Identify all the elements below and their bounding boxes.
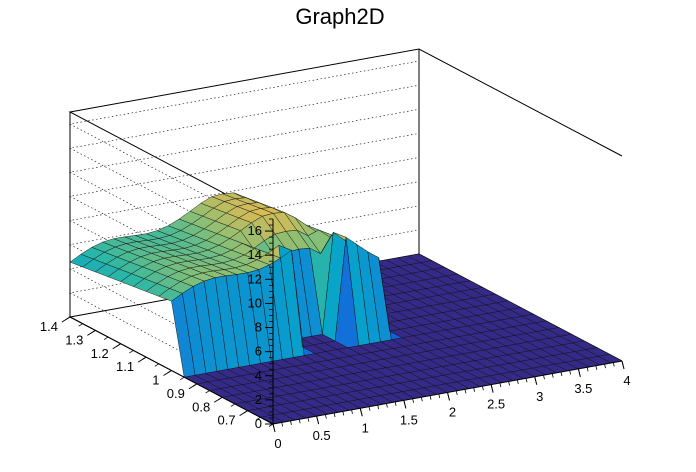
x-minor-tick bbox=[586, 367, 589, 372]
y-tick-label: 0.7 bbox=[218, 413, 236, 428]
x-minor-tick bbox=[560, 371, 563, 377]
y-minor-tick bbox=[141, 356, 147, 360]
y-minor-tick bbox=[268, 423, 274, 427]
x-minor-tick bbox=[473, 387, 476, 392]
x-minor-tick bbox=[595, 365, 598, 370]
x-minor-tick bbox=[577, 368, 580, 373]
y-tick-label: 1.3 bbox=[65, 332, 83, 347]
x-minor-tick bbox=[455, 390, 458, 396]
x-minor-tick bbox=[359, 408, 362, 413]
y-axis: 0.7 0.8 0.9 1 1.1 1.2 1.3 1.4 bbox=[40, 316, 274, 428]
x-minor-tick bbox=[438, 393, 441, 399]
y-minor-tick bbox=[192, 383, 198, 387]
z-tick-label: 2 bbox=[255, 392, 262, 407]
y-minor-tick bbox=[65, 316, 71, 320]
x-minor-tick bbox=[551, 373, 554, 378]
y-tick-label: 0.9 bbox=[167, 386, 185, 401]
x-tick-label: 0.5 bbox=[313, 428, 331, 443]
x-minor-tick bbox=[447, 392, 449, 397]
y-minor-tick bbox=[230, 403, 236, 407]
x-minor-tick bbox=[621, 360, 624, 366]
x-minor-tick bbox=[316, 416, 319, 421]
x-tick-label: 4 bbox=[623, 373, 630, 388]
z-tick-label: 10 bbox=[248, 295, 262, 310]
x-minor-tick bbox=[604, 364, 606, 369]
x-tick-label: 0 bbox=[274, 436, 281, 451]
x-tick-label: 3.5 bbox=[574, 381, 592, 396]
surface-mesh bbox=[69, 192, 623, 425]
back-top-edge bbox=[68, 48, 623, 220]
z-tick-label: 16 bbox=[248, 223, 262, 238]
z-axis: 0 2 4 6 8 10 12 14 16 bbox=[248, 218, 274, 431]
y-minor-tick bbox=[78, 323, 83, 327]
x-minor-tick bbox=[368, 406, 371, 411]
y-minor-tick bbox=[91, 330, 96, 334]
x-axis: 0 0.5 1 1.5 2 2.5 3 3.5 4 bbox=[272, 360, 631, 451]
y-tick-label: 1.1 bbox=[116, 359, 134, 374]
x-minor-tick bbox=[386, 403, 388, 408]
z-tick-label: 12 bbox=[248, 271, 262, 286]
x-tick-label: 1.5 bbox=[400, 412, 418, 427]
y-minor-tick bbox=[154, 363, 160, 367]
x-minor-tick bbox=[534, 376, 537, 381]
x-minor-tick bbox=[412, 398, 414, 403]
x-minor-tick bbox=[420, 397, 423, 402]
x-minor-tick bbox=[351, 409, 353, 414]
y-minor-tick bbox=[218, 396, 223, 401]
x-minor-tick bbox=[516, 379, 519, 384]
y-tick-label: 1.2 bbox=[91, 346, 109, 361]
x-minor-tick bbox=[394, 401, 397, 407]
x-minor-tick bbox=[569, 370, 572, 375]
z-tick-label: 6 bbox=[255, 344, 262, 359]
z-tick-label: 0 bbox=[255, 416, 262, 431]
z-tick-label: 8 bbox=[255, 320, 262, 335]
y-minor-tick bbox=[243, 410, 248, 414]
x-minor-tick bbox=[307, 417, 310, 422]
x-minor-tick bbox=[543, 375, 545, 380]
x-tick-label: 3 bbox=[536, 389, 543, 404]
y-tick-label: 1.4 bbox=[40, 319, 58, 334]
x-minor-tick bbox=[342, 411, 345, 416]
x-minor-tick bbox=[525, 378, 528, 383]
y-minor-tick bbox=[129, 350, 134, 354]
x-minor-tick bbox=[490, 384, 493, 389]
x-minor-tick bbox=[429, 395, 432, 400]
y-minor-tick bbox=[179, 376, 185, 381]
z-gridline bbox=[69, 60, 420, 232]
x-minor-tick bbox=[324, 414, 327, 419]
z-tick-label: 14 bbox=[248, 247, 262, 262]
y-tick-label: 1 bbox=[152, 373, 159, 388]
x-minor-tick bbox=[508, 381, 510, 386]
y-minor-tick bbox=[205, 390, 210, 394]
chart-title: Graph2D bbox=[295, 4, 384, 29]
y-minor-tick bbox=[103, 336, 109, 340]
x-tick-label: 2 bbox=[449, 405, 456, 420]
x-minor-tick bbox=[298, 419, 301, 424]
y-minor-tick bbox=[256, 416, 261, 421]
x-tick-label: 2.5 bbox=[487, 397, 505, 412]
x-tick-label: 1 bbox=[362, 420, 369, 435]
z-tick-label: 4 bbox=[255, 368, 262, 383]
x-minor-tick bbox=[290, 420, 292, 425]
y-tick-label: 0.8 bbox=[192, 399, 210, 414]
x-minor-tick bbox=[377, 405, 380, 410]
y-minor-tick bbox=[167, 370, 172, 374]
x-minor-tick bbox=[403, 400, 406, 405]
x-minor-tick bbox=[499, 382, 502, 388]
x-minor-tick bbox=[333, 412, 336, 418]
x-minor-tick bbox=[281, 422, 284, 427]
x-minor-tick bbox=[272, 423, 275, 429]
x-minor-tick bbox=[464, 389, 467, 394]
x-minor-tick bbox=[482, 386, 484, 391]
y-minor-tick bbox=[116, 343, 121, 347]
x-minor-tick bbox=[612, 362, 615, 367]
